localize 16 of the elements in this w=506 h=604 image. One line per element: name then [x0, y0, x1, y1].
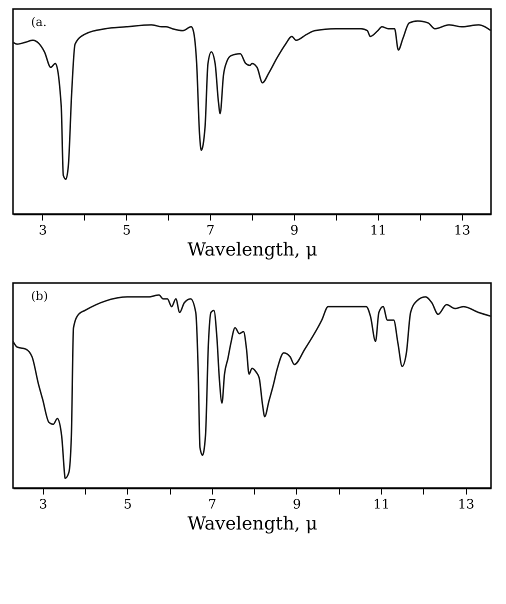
x-tick-label: 7: [206, 224, 215, 238]
annotation: (a.: [31, 15, 47, 29]
x-tick-label: 7: [208, 498, 216, 512]
x-tick-label: 3: [38, 224, 47, 238]
annotation: (b): [31, 289, 48, 303]
x-tick-label: 13: [454, 224, 470, 238]
x-tick-label: 9: [292, 498, 302, 512]
x-tick-label: 9: [290, 224, 299, 238]
x-axis-title: Wavelength, μ: [188, 514, 318, 534]
x-axis-title: Wavelength, μ: [188, 240, 318, 260]
x-tick-label: 11: [373, 498, 390, 512]
x-tick-label: 13: [458, 498, 474, 512]
x-tick-label: 5: [124, 498, 132, 512]
x-tick-label: 3: [38, 498, 48, 512]
x-tick-label: 11: [370, 224, 387, 238]
x-tick-label: 5: [122, 224, 131, 238]
